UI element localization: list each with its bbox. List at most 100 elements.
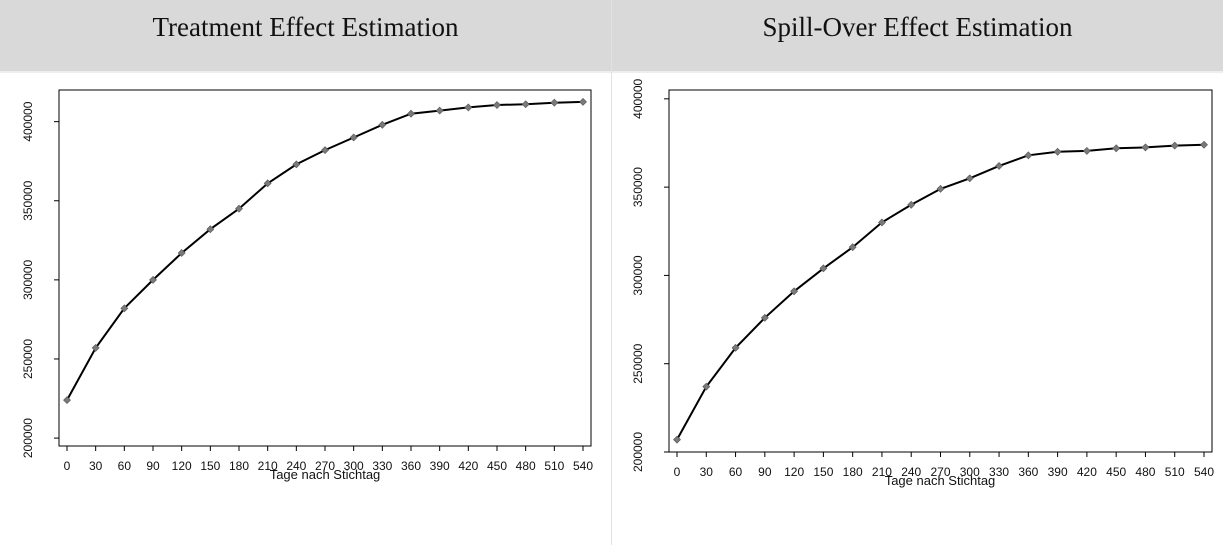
data-point — [235, 204, 243, 213]
tick-layer: 0 30 60 90 120 150 180 210 240 270 300 330 360 390 420… — [631, 78, 1214, 479]
x-tick-label: 60 — [729, 465, 743, 479]
x-tick-label: 90 — [146, 459, 160, 473]
header-divider — [612, 71, 1223, 73]
spillover-panel: Spill-Over Effect Estimation Tage nach S… — [612, 0, 1223, 545]
x-tick-label: 540 — [573, 459, 593, 473]
data-point — [206, 225, 215, 234]
data-point — [177, 249, 186, 257]
x-tick-label: 420 — [1077, 465, 1097, 479]
x-tick-label: 150 — [200, 459, 220, 473]
data-point — [965, 174, 974, 183]
data-point — [63, 396, 71, 405]
data-point — [378, 120, 387, 129]
x-tick-label: 90 — [758, 465, 772, 479]
data-point — [702, 382, 711, 391]
x-tick-label: 180 — [229, 459, 249, 473]
x-tick-label: 420 — [458, 459, 478, 473]
y-tick-label: 250000 — [21, 339, 35, 379]
x-tick-label: 150 — [813, 465, 833, 479]
x-tick-label: 270 — [315, 459, 335, 473]
data-point — [673, 435, 681, 444]
data-point — [263, 179, 272, 188]
series-layer — [673, 140, 1208, 444]
data-point — [936, 184, 945, 193]
x-tick-label: 240 — [901, 465, 921, 479]
x-tick-label: 210 — [258, 459, 278, 473]
y-tick-label: 400000 — [631, 78, 645, 118]
data-point — [321, 146, 329, 155]
x-tick-label: 450 — [1106, 465, 1126, 479]
data-point — [1053, 147, 1062, 156]
spillover-title: Spill-Over Effect Estimation — [762, 12, 1073, 42]
data-point — [550, 98, 559, 107]
treatment-title: Treatment Effect Estimation — [152, 12, 459, 42]
x-axis-label: Tage nach Stichtag — [885, 473, 996, 488]
treatment-panel: Treatment Effect Estimation Tage nach St… — [0, 0, 612, 545]
x-tick-label: 450 — [487, 459, 507, 473]
data-point — [292, 160, 301, 169]
data-point — [790, 287, 799, 296]
plot-frame — [58, 89, 592, 447]
x-tick-label: 210 — [872, 465, 892, 479]
header-divider — [0, 71, 611, 73]
data-point — [878, 218, 886, 227]
x-tick-label: 540 — [1194, 465, 1214, 479]
y-tick-label: 200000 — [21, 418, 35, 458]
data-point — [848, 243, 857, 252]
data-point — [493, 101, 501, 109]
x-tick-label: 360 — [1018, 465, 1038, 479]
x-tick-label: 180 — [843, 465, 863, 479]
data-point — [464, 103, 473, 112]
plot-frame — [668, 89, 1213, 453]
x-tick-label: 510 — [544, 459, 564, 473]
data-point — [731, 343, 740, 352]
data-point — [1112, 144, 1121, 153]
data-point — [1024, 151, 1033, 160]
x-tick-label: 300 — [960, 465, 980, 479]
data-point — [579, 97, 587, 106]
data-point — [521, 100, 530, 109]
x-tick-label: 300 — [344, 459, 364, 473]
y-tick-label: 300000 — [21, 260, 35, 300]
x-tick-label: 0 — [64, 459, 71, 473]
y-tick-label: 250000 — [631, 343, 645, 383]
data-point — [995, 162, 1003, 170]
x-tick-label: 60 — [118, 459, 132, 473]
x-tick-label: 30 — [700, 465, 714, 479]
y-tick-label: 400000 — [21, 101, 35, 141]
data-point — [819, 264, 828, 273]
data-point — [1141, 143, 1150, 152]
spillover-header: Spill-Over Effect Estimation — [612, 0, 1223, 71]
data-point — [1200, 140, 1208, 149]
x-tick-label: 480 — [516, 459, 536, 473]
data-point — [120, 304, 129, 313]
x-tick-label: 390 — [1048, 465, 1068, 479]
tick-layer: 0 30 60 90 120 150 180 210 240 270 300 330 360 390 420… — [21, 101, 593, 473]
y-tick-label: 350000 — [21, 180, 35, 220]
y-tick-label: 200000 — [631, 432, 645, 472]
spillover-chart: Tage nach Stichtag 0 30 60 90 120 150 180 210 24… — [631, 78, 1214, 488]
x-tick-label: 30 — [89, 459, 103, 473]
data-point — [1170, 141, 1179, 150]
x-tick-label: 390 — [430, 459, 450, 473]
y-tick-label: 350000 — [631, 167, 645, 207]
data-point — [349, 133, 358, 142]
data-point — [435, 106, 444, 115]
x-tick-label: 330 — [989, 465, 1009, 479]
x-tick-label: 360 — [401, 459, 421, 473]
x-tick-label: 120 — [172, 459, 192, 473]
x-tick-label: 510 — [1165, 465, 1185, 479]
x-tick-label: 240 — [286, 459, 306, 473]
treatment-chart: Tage nach Stichtag 0 30 60 90 120 150 180 210 24… — [21, 89, 593, 482]
series-layer — [63, 97, 587, 405]
x-tick-label: 270 — [930, 465, 950, 479]
data-point — [1082, 146, 1091, 155]
treatment-header: Treatment Effect Estimation — [0, 0, 611, 71]
y-tick-label: 300000 — [631, 255, 645, 295]
data-point — [407, 109, 415, 118]
data-point — [91, 343, 100, 352]
x-axis-label: Tage nach Stichtag — [270, 467, 381, 482]
x-tick-label: 0 — [674, 465, 681, 479]
data-point — [149, 275, 157, 284]
data-point — [760, 313, 769, 322]
